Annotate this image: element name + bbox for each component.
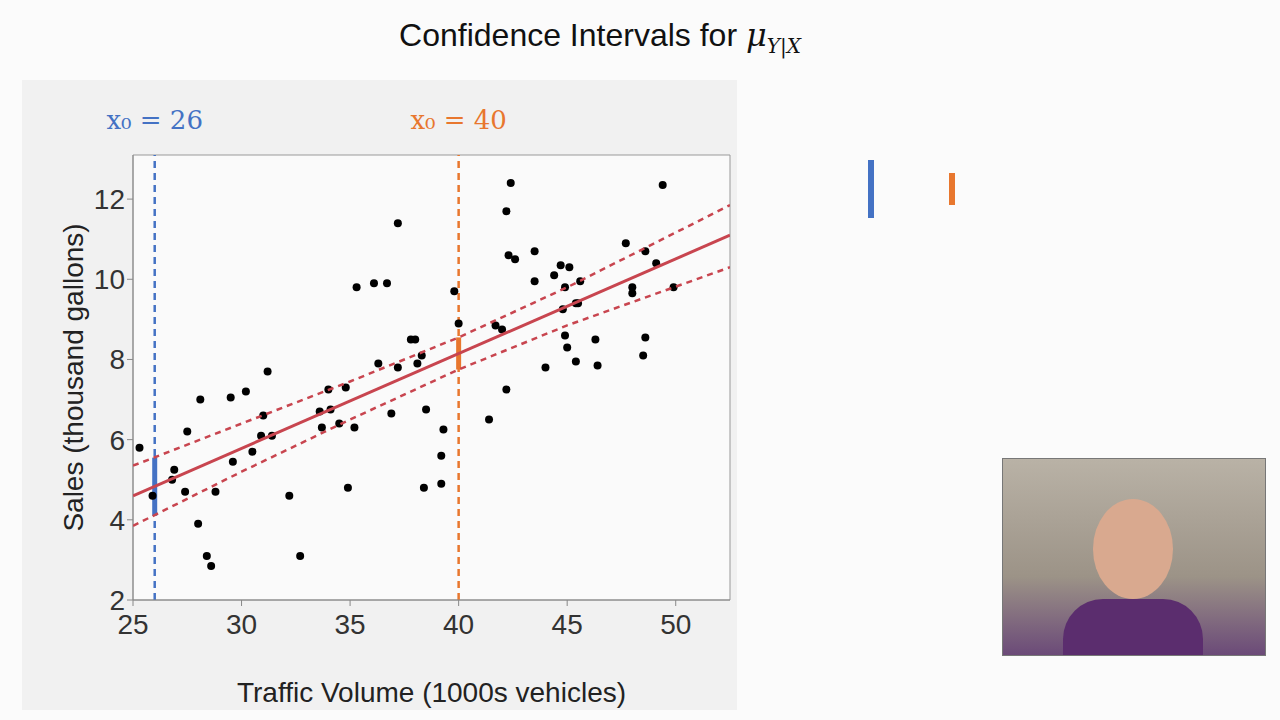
svg-text:6: 6 xyxy=(109,425,125,456)
svg-text:30: 30 xyxy=(226,609,257,640)
svg-text:40: 40 xyxy=(443,609,474,640)
html-text:Confidence Intervals for μY|X: Confidence Intervals for μY|X xyxy=(399,16,801,59)
svg-text:10: 10 xyxy=(94,264,125,295)
svg-text:45: 45 xyxy=(552,609,583,640)
svg-text:x₀ = 40: x₀ = 40 xyxy=(410,105,506,135)
svg-text:50: 50 xyxy=(660,609,691,640)
svg-text:12: 12 xyxy=(94,184,125,215)
svg-text:Sales (thousand gallons): Sales (thousand gallons) xyxy=(58,223,89,531)
svg-text:2: 2 xyxy=(109,585,125,616)
svg-text:4: 4 xyxy=(109,505,125,536)
svg-text:8: 8 xyxy=(109,344,125,375)
svg-text:Traffic Volume (1000s vehicles: Traffic Volume (1000s vehicles) xyxy=(237,677,626,708)
svg-text:x₀ = 26: x₀ = 26 xyxy=(106,105,202,135)
svg-text:35: 35 xyxy=(335,609,366,640)
svg-text:25: 25 xyxy=(117,608,149,640)
